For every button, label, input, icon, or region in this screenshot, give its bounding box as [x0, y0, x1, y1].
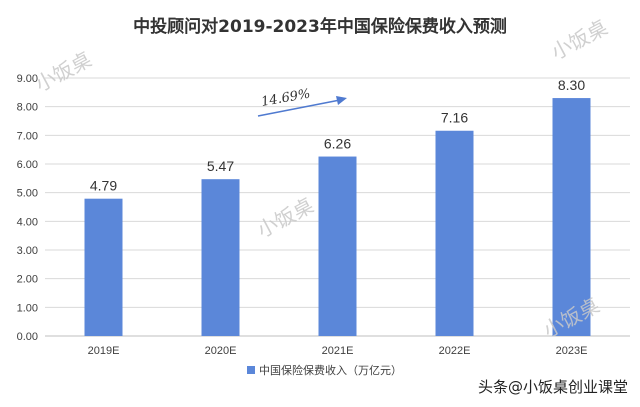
y-tick-label: 1.00 — [17, 302, 38, 314]
chart-title: 中投顾问对2019-2023年中国保险保费收入预测 — [133, 16, 507, 37]
y-tick-label: 3.00 — [17, 245, 38, 257]
bar — [84, 198, 123, 336]
y-tick-label: 2.00 — [17, 274, 38, 286]
y-tick-label: 0.00 — [17, 331, 38, 343]
watermark-text: 小饭桌 — [547, 15, 611, 64]
y-tick-label: 7.00 — [17, 130, 38, 142]
y-tick-label: 6.00 — [17, 159, 38, 171]
x-tick-label: 2020E — [205, 345, 237, 357]
data-label: 5.47 — [207, 158, 234, 174]
data-label: 4.79 — [90, 178, 117, 194]
x-tick-label: 2019E — [88, 345, 120, 357]
annotation-arrow-shaft — [257, 99, 341, 117]
y-tick-label: 5.00 — [17, 188, 38, 200]
x-tick-label: 2021E — [322, 345, 354, 357]
y-tick-label: 9.00 — [17, 73, 38, 85]
y-tick-label: 4.00 — [17, 216, 38, 228]
watermark-text: 小饭桌 — [31, 47, 95, 96]
data-label: 7.16 — [441, 110, 468, 126]
legend-swatch — [247, 366, 255, 374]
bar — [318, 156, 357, 336]
x-tick-label: 2023E — [556, 345, 588, 357]
legend-label: 中国保险保费收入（万亿元） — [259, 363, 402, 377]
data-label: 8.30 — [558, 77, 585, 93]
data-label: 6.26 — [324, 136, 351, 152]
x-tick-label: 2022E — [439, 345, 471, 357]
source-footer: 头条@小饭桌创业课堂 — [478, 378, 628, 396]
watermark-text: 小饭桌 — [253, 193, 317, 242]
annotation-arrow-head — [336, 96, 347, 105]
y-tick-label: 8.00 — [17, 102, 38, 114]
bar — [552, 98, 591, 336]
bar — [435, 130, 474, 336]
bar — [201, 179, 240, 336]
